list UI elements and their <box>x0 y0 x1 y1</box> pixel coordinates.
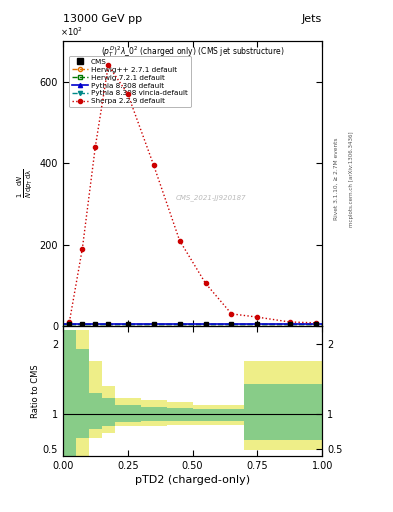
Text: mcplots.cern.ch [arXiv:1306.3436]: mcplots.cern.ch [arXiv:1306.3436] <box>349 132 354 227</box>
Text: 13000 GeV pp: 13000 GeV pp <box>63 14 142 24</box>
X-axis label: pTD2 (charged-only): pTD2 (charged-only) <box>135 475 250 485</box>
Text: $\times 10^2$: $\times 10^2$ <box>60 26 83 38</box>
Y-axis label: Ratio to CMS: Ratio to CMS <box>31 364 40 418</box>
Text: CMS_2021-JJ920187: CMS_2021-JJ920187 <box>175 195 246 201</box>
Text: Jets: Jets <box>302 14 322 24</box>
Legend: CMS, Herwig++ 2.7.1 default, Herwig 7.2.1 default, Pythia 8.308 default, Pythia : CMS, Herwig++ 2.7.1 default, Herwig 7.2.… <box>69 56 191 107</box>
Text: Rivet 3.1.10, ≥ 2.7M events: Rivet 3.1.10, ≥ 2.7M events <box>334 138 338 221</box>
Text: $(p_T^D)^2\lambda\_0^2$ (charged only) (CMS jet substructure): $(p_T^D)^2\lambda\_0^2$ (charged only) (… <box>101 44 285 59</box>
Y-axis label: $\mathrm{\frac{1}{\mathit{N}} \frac{d\mathit{N}}{d\mathit{p}_T\,d\lambda}}$: $\mathrm{\frac{1}{\mathit{N}} \frac{d\ma… <box>16 169 35 198</box>
